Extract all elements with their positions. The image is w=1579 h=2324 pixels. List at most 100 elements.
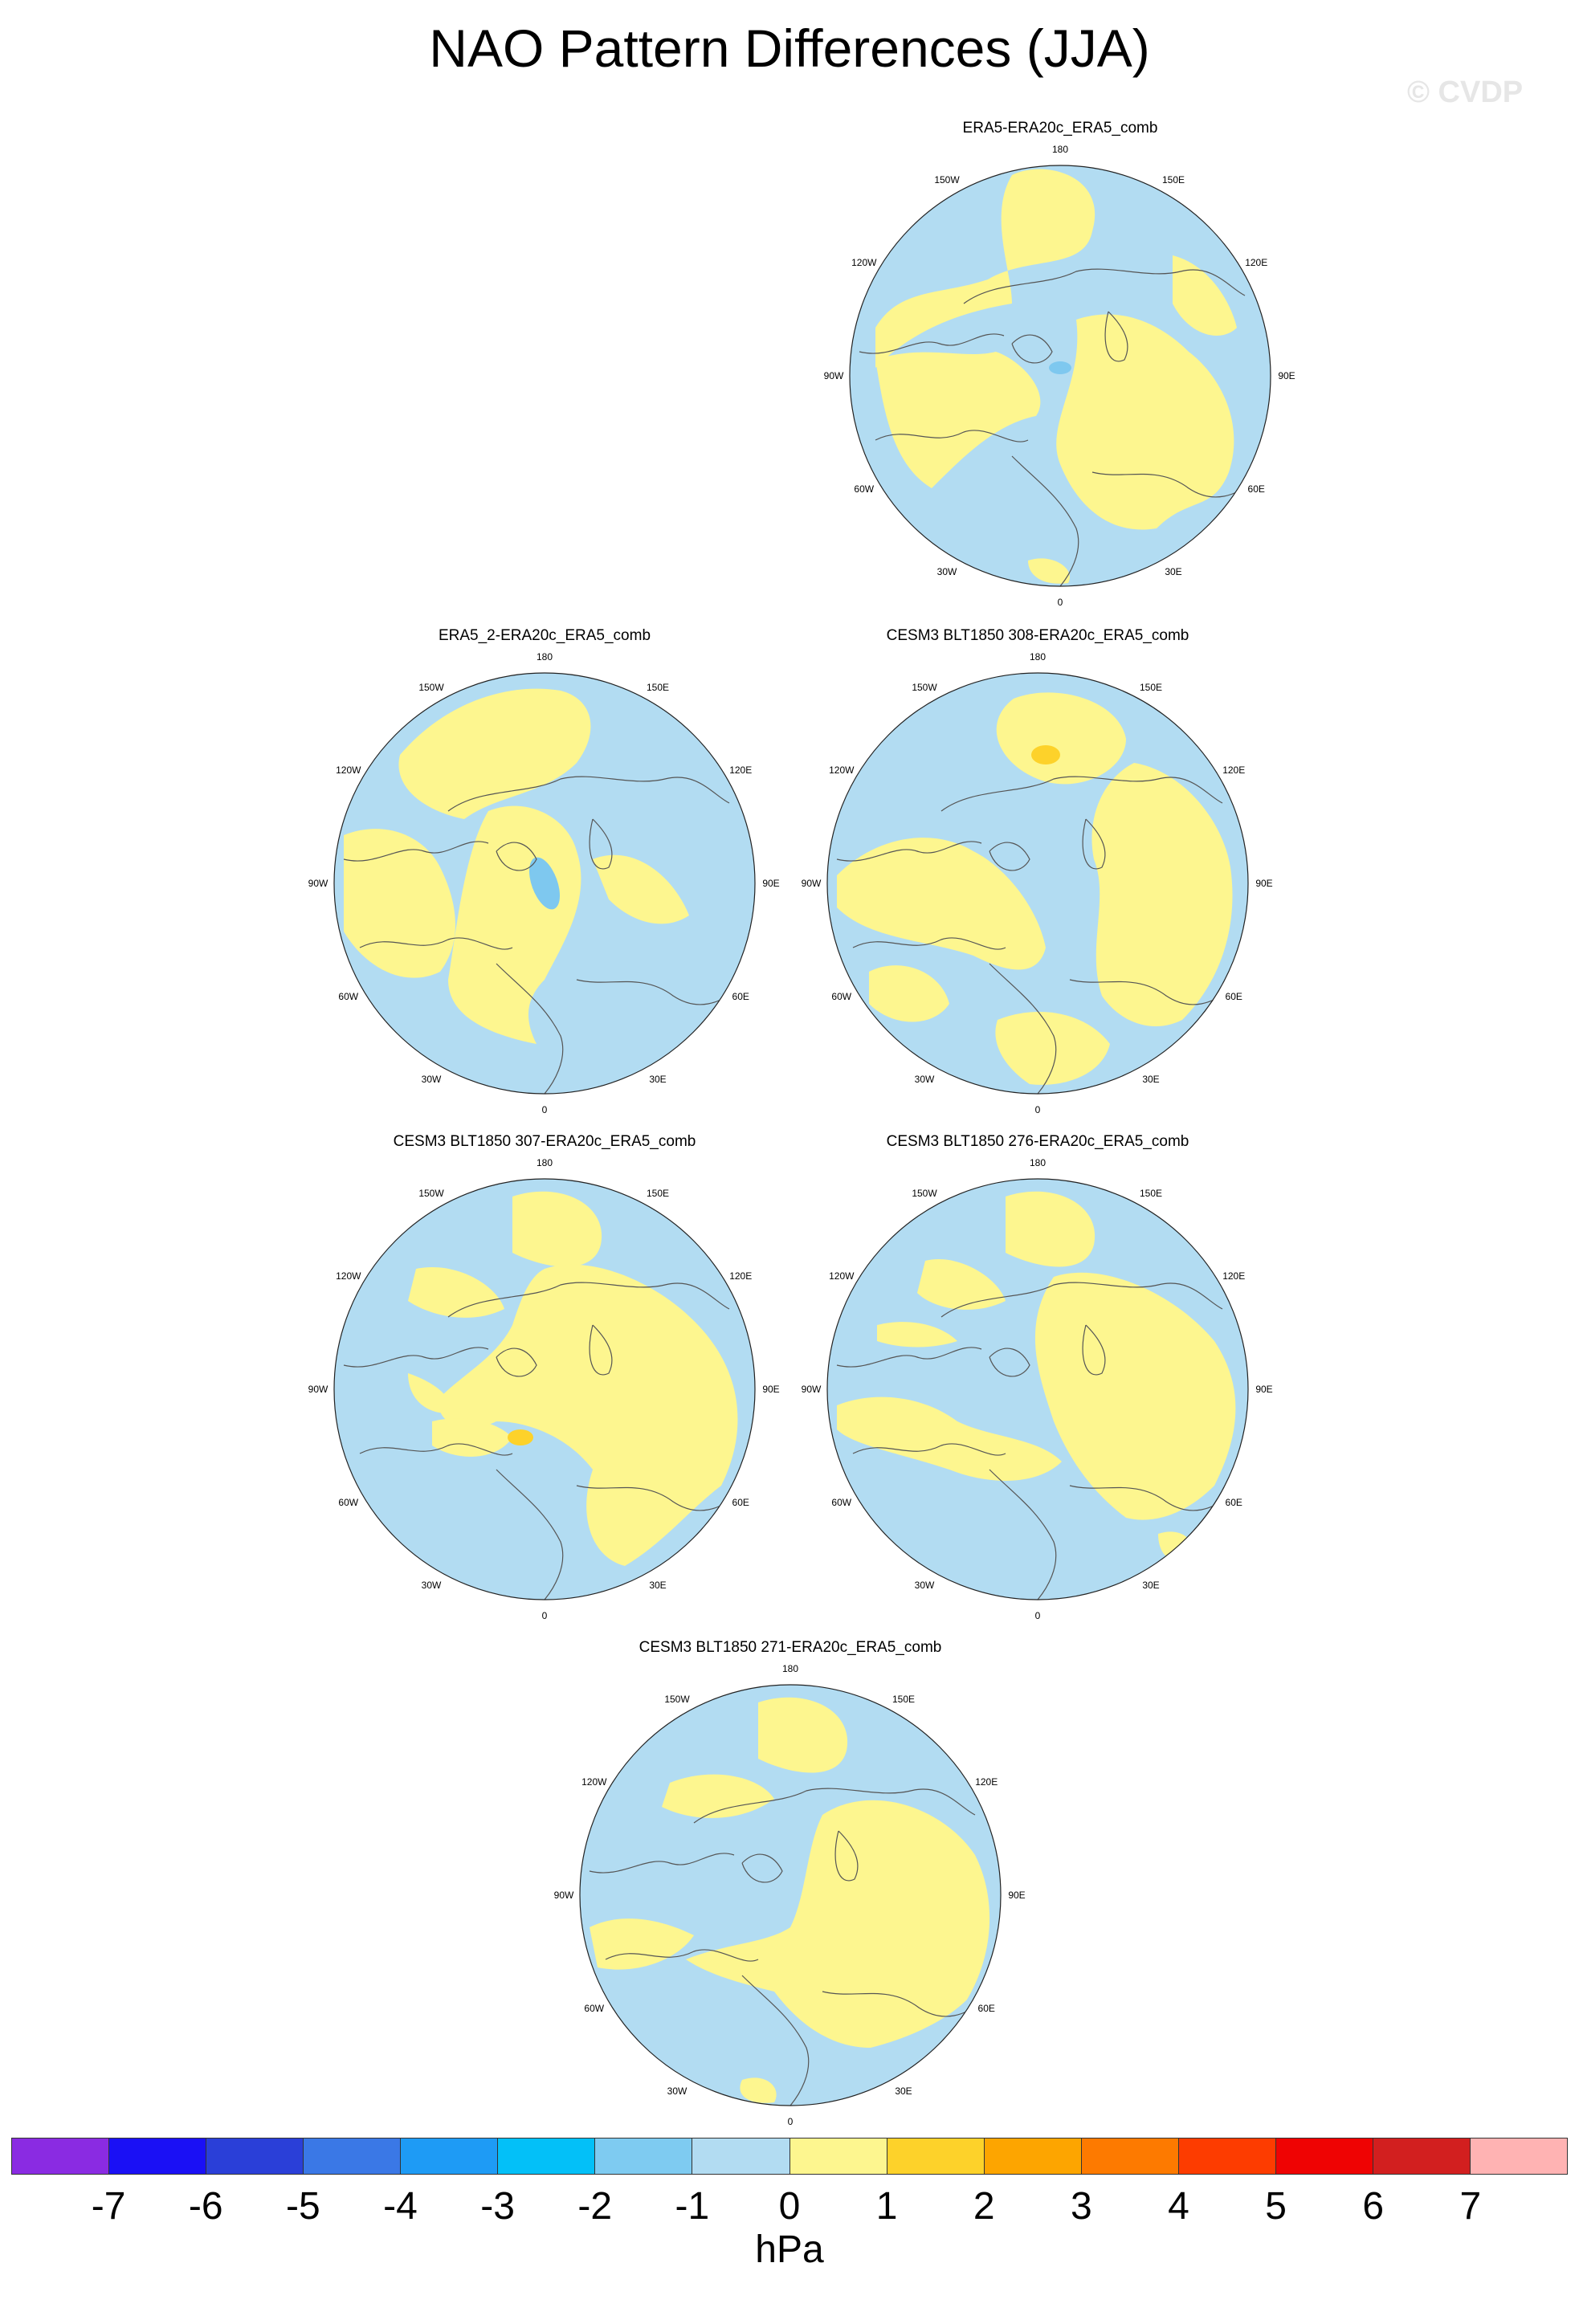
colorbar-tick-label: 6 [1362,2185,1385,2228]
colorbar-swatch [692,2138,790,2174]
coastline [836,841,982,862]
longitude-label: 150W [664,1694,690,1705]
coastline [741,1853,783,1883]
longitude-label: 150W [418,682,444,693]
positive-anomaly-region [1056,314,1234,530]
longitude-label: 120W [336,764,361,776]
longitude-label: 120W [829,1270,855,1282]
coastline [852,937,1006,950]
map-boundary [579,1684,1002,2106]
longitude-label: 30W [915,1580,935,1591]
longitude-label: 90E [1278,370,1295,381]
coastline [1082,1324,1106,1376]
coastline [1011,455,1079,586]
positive-anomaly-region [432,1418,512,1457]
longitude-label: 150W [912,682,937,693]
positive-anomaly-region [593,854,689,924]
panel-title: CESM3 BLT1850 307-ERA20c_ERA5_comb [393,1133,696,1150]
map-boundary [333,1178,756,1600]
longitude-label: 150W [418,1188,444,1199]
longitude-label: 60W [338,1497,358,1508]
coastline [1091,471,1254,498]
longitude-label: 30E [1165,566,1181,577]
map-panel: ERA5_2-ERA20c_ERA5_comb 180 150E 120E 90E 60… [288,626,802,1124]
coastline [343,1347,489,1368]
colorbar-swatch [1372,2138,1470,2174]
longitude-label: 150E [1140,1188,1162,1199]
coastline [496,963,564,1094]
map-panel: CESM3 BLT1850 276-ERA20c_ERA5_comb 180 15… [781,1132,1295,1630]
longitude-label: 90E [1008,1890,1025,1901]
colorbar-tick-labels: -7 -6 -5 -4 -3 -2 -1 0 1 2 3 4 5 6 7 [0,2183,1579,2231]
longitude-label: 30W [937,566,957,577]
positive-anomaly-region [408,1373,450,1413]
longitude-label: 60E [978,2003,995,2014]
positive-anomaly-region [869,965,949,1022]
colorbar-swatch [594,2138,692,2174]
colorbar-tick-label: -5 [286,2185,320,2228]
longitude-label: 60W [338,991,358,1002]
map-panel: CESM3 BLT1850 307-ERA20c_ERA5_comb 180 15… [288,1132,802,1630]
positive-anomaly-region [398,688,591,819]
negative-anomaly-region [528,857,561,910]
positive-anomaly-region [512,1191,602,1267]
coastline [343,841,489,862]
colorbar-tick-label: -4 [383,2185,418,2228]
coastline [693,1788,976,1824]
coastline [834,1830,859,1882]
longitude-label: 90E [1255,1384,1272,1395]
colorbar-tick-label: -3 [480,2185,515,2228]
positive-anomaly-region [1028,558,1070,584]
colorbar-swatch [12,2138,109,2174]
longitude-label: 150E [1162,174,1185,186]
colorbar-tick-label: 0 [778,2185,801,2228]
longitude-label: 150E [647,682,669,693]
longitude-label: 90W [554,1890,574,1901]
positive-anomaly-region [917,1259,1006,1310]
coastline [1082,818,1106,870]
longitude-label: 150E [1140,682,1162,693]
coastline [822,1991,984,2017]
longitude-label: 30E [1142,1580,1159,1591]
longitude-label: 30E [1142,1074,1159,1085]
coastline [496,1469,564,1600]
positive-anomaly-region [758,1697,848,1773]
coastline [875,430,1029,442]
colorbar-swatch [1080,2138,1178,2174]
colorbar-tick-label: 1 [875,2185,898,2228]
positive-anomaly-region [877,1322,957,1348]
coastline [1011,334,1053,364]
longitude-label: 120E [729,764,752,776]
coastline [1069,979,1231,1005]
polar-stereographic-map: 180 150E 120E 90E 60E 30E 0 30W 60W 90W 120W 150W [554,1663,1026,2127]
coastline [496,842,537,871]
panel-title: CESM3 BLT1850 271-ERA20c_ERA5_comb [639,1639,942,1656]
longitude-label: 120E [729,1270,752,1282]
colorbar-tick-label: 4 [1168,2185,1189,2228]
positive-anomaly-region [1031,745,1060,764]
colorbar-tick-label: 3 [1071,2185,1092,2228]
longitude-label: 0 [1035,1104,1041,1115]
longitude-label: 90W [802,878,822,889]
longitude-label: 60W [831,991,851,1002]
longitude-label: 180 [537,651,553,663]
longitude-label: 150W [912,1188,937,1199]
positive-anomaly-region [508,1429,533,1445]
longitude-label: 30W [422,1074,442,1085]
longitude-label: 120W [829,764,855,776]
colorbar-swatch [1177,2138,1275,2174]
colorbar-tick-label: 2 [973,2185,995,2228]
map-panel: CESM3 BLT1850 308-ERA20c_ERA5_comb 180 15… [781,626,1295,1124]
coastline [859,333,1005,354]
positive-anomaly-region [344,829,455,978]
colorbar-units-label: hPa [755,2228,824,2271]
coastline [447,1282,730,1318]
polar-stereographic-map: 180 150E 120E 90E 60E 30E 0 30W 60W 90W 120W 150W [824,144,1295,608]
positive-anomaly-region [1091,763,1233,1027]
longitude-label: 90W [824,370,844,381]
positive-anomaly-region [408,1267,504,1318]
positive-anomaly-region [662,1774,774,1818]
longitude-label: 90W [308,1384,328,1395]
positive-anomaly-region [837,838,1046,970]
longitude-label: 0 [1035,1610,1041,1621]
